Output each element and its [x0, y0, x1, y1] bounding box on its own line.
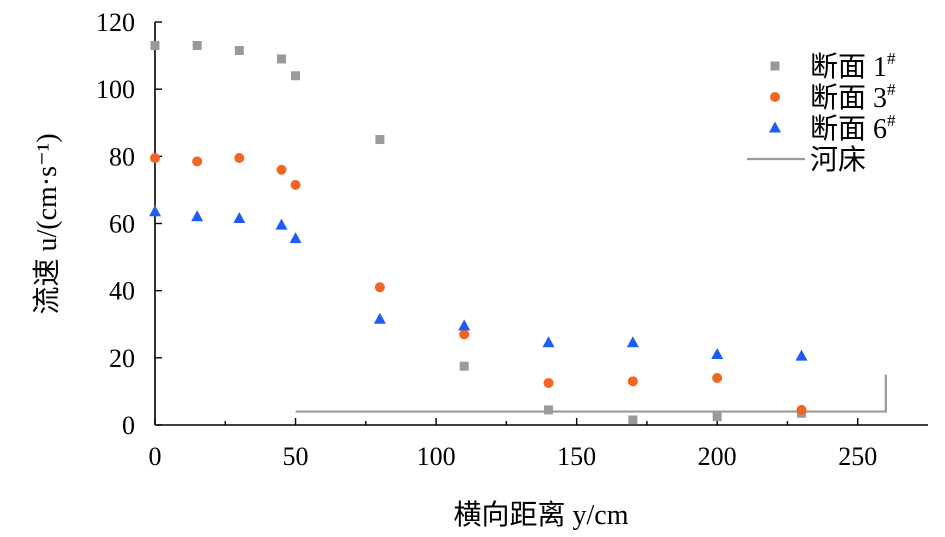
y-tick-label: 80 — [109, 142, 135, 171]
y-tick-label: 100 — [96, 75, 135, 104]
legend: 断面 1#断面 3#断面 6#河床 — [747, 49, 896, 176]
data-point-series-2 — [150, 153, 160, 164]
legend-item: 河床 — [747, 144, 866, 176]
x-axis-title: 横向距离 y/cm — [454, 499, 629, 531]
data-point-series-3 — [289, 232, 302, 244]
legend-marker — [770, 61, 780, 71]
data-point-series-1 — [276, 54, 286, 64]
data-point-series-3 — [542, 336, 555, 348]
data-point-series-3 — [149, 205, 161, 217]
data-point-series-1 — [150, 41, 160, 51]
data-point-series-2 — [627, 376, 638, 387]
data-point-series-2 — [374, 282, 385, 293]
x-tick-label: 200 — [698, 442, 737, 471]
x-tick-label: 50 — [283, 442, 309, 471]
data-point-series-2 — [234, 153, 245, 164]
data-point-series-2 — [459, 329, 470, 340]
legend-marker — [770, 92, 780, 102]
x-tick-label: 150 — [557, 442, 596, 471]
data-point-series-1 — [544, 405, 554, 415]
data-point-series-1 — [375, 135, 385, 145]
legend-label: 河床 — [810, 144, 866, 176]
data-point-series-1 — [234, 46, 244, 56]
y-tick-label: 120 — [96, 8, 135, 37]
data-point-series-2 — [290, 179, 301, 190]
y-tick-label: 40 — [109, 277, 135, 306]
data-point-series-3 — [795, 349, 808, 361]
plot-area — [295, 374, 887, 413]
y-axis-title: 流速 u/(cm·s⁻¹) — [31, 133, 63, 314]
legend-label: 断面 6# — [810, 111, 896, 145]
data-point-series-3 — [626, 336, 639, 348]
data-point-series-1 — [628, 415, 638, 425]
x-tick-label: 250 — [838, 442, 877, 471]
data-point-series-2 — [796, 404, 807, 415]
legend-marker — [769, 121, 781, 133]
data-point-series-2 — [543, 378, 554, 389]
legend-label: 断面 1# — [810, 49, 896, 83]
y-tick-label: 0 — [122, 411, 135, 440]
y-tick-label: 60 — [109, 210, 135, 239]
data-point-series-3 — [233, 211, 246, 223]
data-markers — [149, 41, 808, 425]
riverbed-line — [295, 374, 887, 413]
data-point-series-3 — [191, 210, 204, 222]
data-point-series-2 — [712, 372, 723, 383]
data-point-series-2 — [276, 164, 287, 175]
y-tick-label: 20 — [109, 344, 135, 373]
data-point-series-1 — [291, 71, 301, 81]
data-point-series-2 — [192, 156, 203, 167]
legend-label: 断面 3# — [810, 80, 896, 114]
data-point-series-3 — [458, 319, 471, 331]
data-point-series-1 — [712, 412, 722, 422]
legend-item: 断面 3# — [770, 80, 896, 114]
y-ticks: 0 20 40 60 80 100 120 — [96, 8, 162, 440]
data-point-series-3 — [711, 347, 724, 359]
x-ticks: 0 50 100 150 200 250 — [149, 418, 877, 471]
x-tick-label: 100 — [417, 442, 456, 471]
data-point-series-3 — [275, 218, 288, 230]
data-point-series-1 — [459, 361, 469, 371]
legend-item: 断面 1# — [770, 49, 896, 83]
data-point-series-3 — [373, 312, 386, 324]
legend-item: 断面 6# — [769, 111, 896, 145]
x-tick-label: 0 — [149, 442, 162, 471]
data-point-series-1 — [192, 41, 202, 51]
